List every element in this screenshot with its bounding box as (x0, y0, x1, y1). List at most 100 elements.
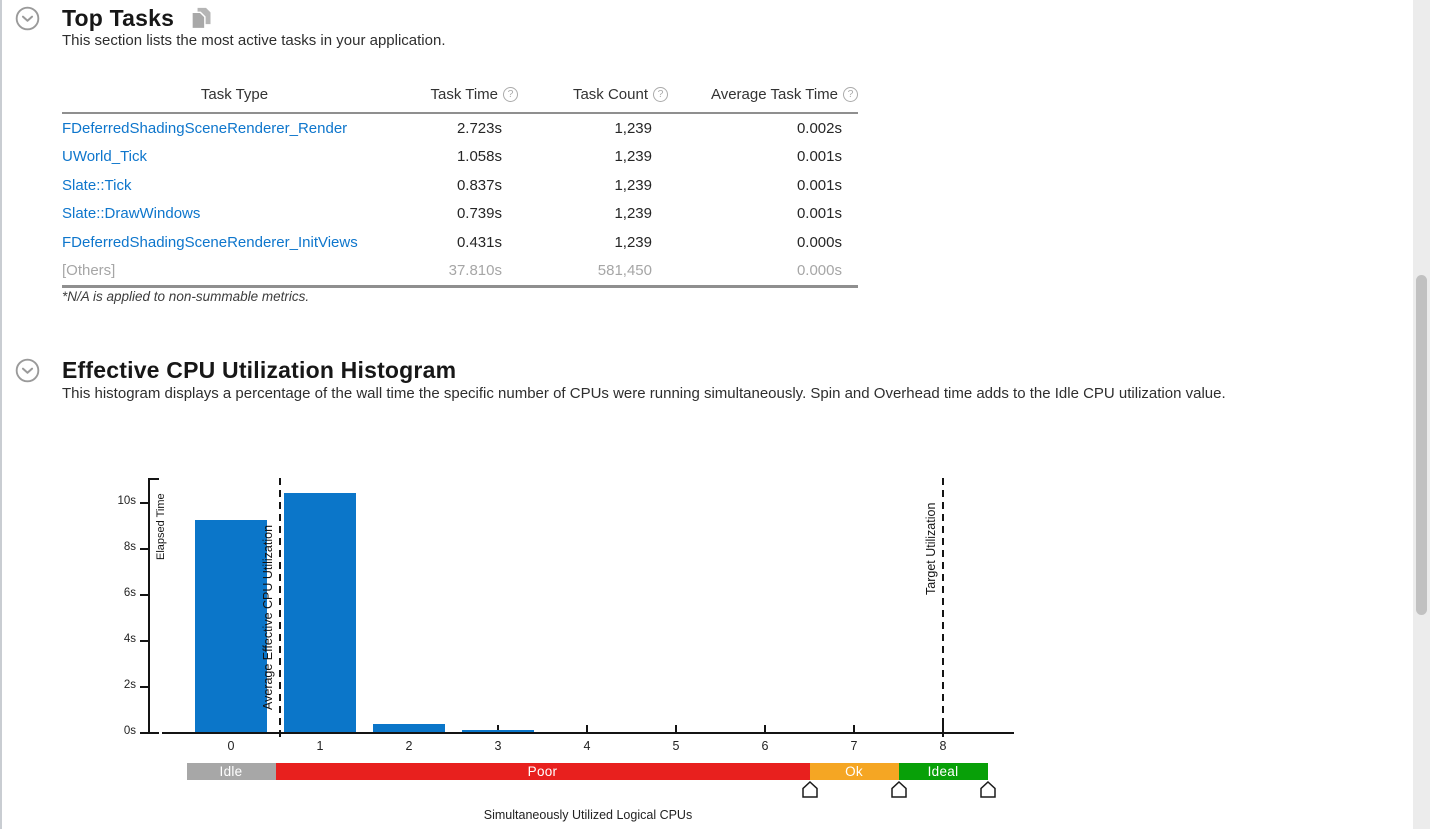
table-row: Slate::Tick 0.837s 1,239 0.001s (62, 171, 858, 200)
section-title: Top Tasks (62, 5, 175, 31)
y-axis-title: Elapsed Time (155, 493, 167, 560)
table-row: FDeferredShadingSceneRenderer_Render 2.7… (62, 113, 858, 143)
utilization-band-ideal: Ideal (898, 763, 988, 780)
task-count-cell: 1,239 (614, 148, 652, 166)
help-icon[interactable]: ? (503, 87, 518, 102)
y-tick (140, 640, 148, 642)
band-slider-handle[interactable] (801, 780, 818, 798)
avg-task-time-cell: 0.000s (796, 262, 842, 280)
band-slider-handle[interactable] (979, 780, 996, 798)
help-icon[interactable]: ? (843, 87, 858, 102)
avg-task-time-cell: 0.001s (796, 176, 842, 194)
section-description: This section lists the most active tasks… (62, 32, 446, 49)
y-tick (140, 594, 148, 596)
task-link[interactable]: FDeferredShadingSceneRenderer_Render (62, 119, 348, 137)
table-row: UWorld_Tick 1.058s 1,239 0.001s (62, 143, 858, 172)
x-tick-label: 6 (761, 739, 769, 753)
y-tick-label: 4s (123, 633, 136, 645)
x-tick (675, 725, 677, 732)
help-icon[interactable]: ? (653, 87, 668, 102)
cpu-utilization-histogram: 0s 2s 4s 6s 8s 10s Elapsed Time 0 1 2 3 4 5 6 7 8 Averag… (102, 460, 1062, 829)
scrollbar-thumb[interactable] (1416, 275, 1427, 615)
task-time-cell: 37.810s (448, 262, 502, 280)
task-time-cell: 0.837s (456, 176, 502, 194)
task-time-cell: 2.723s (456, 119, 502, 137)
avg-task-time-cell: 0.000s (796, 233, 842, 251)
avg-task-time-cell: 0.001s (796, 205, 842, 223)
collapse-section-icon[interactable] (15, 6, 40, 31)
task-time-cell: 0.431s (456, 233, 502, 251)
utilization-band-ok: Ok (809, 763, 899, 780)
x-tick-label: 1 (316, 739, 324, 753)
task-count-cell: 1,239 (614, 205, 652, 223)
table-row: Slate::DrawWindows 0.739s 1,239 0.001s (62, 200, 858, 229)
annotation-label: Target Utilization (924, 502, 938, 595)
table-footnote: *N/A is applied to non-summable metrics. (62, 289, 310, 304)
avg-task-time-cell: 0.002s (796, 119, 842, 137)
utilization-band-poor: Poor (275, 763, 810, 780)
task-link[interactable]: Slate::DrawWindows (62, 205, 201, 223)
x-tick-label: 4 (583, 739, 591, 753)
task-time-cell: 1.058s (456, 148, 502, 166)
section-title: Effective CPU Utilization Histogram (62, 357, 457, 383)
x-tick (764, 725, 766, 732)
annotation-line (942, 478, 944, 737)
y-tick (140, 548, 148, 550)
copy-icon[interactable] (188, 5, 215, 32)
histogram-header: Effective CPU Utilization Histogram (15, 357, 456, 384)
task-count-cell: 1,239 (614, 176, 652, 194)
histogram-bar (373, 724, 445, 732)
top-tasks-header: Top Tasks (15, 5, 215, 32)
scrollbar-track[interactable] (1413, 0, 1430, 829)
others-label: [Others] (62, 262, 116, 280)
histogram-bar (462, 730, 534, 732)
histogram-bar (195, 520, 267, 732)
table-row: FDeferredShadingSceneRenderer_InitViews … (62, 228, 858, 257)
x-axis-line (162, 732, 1014, 734)
x-axis-title: Simultaneously Utilized Logical CPUs (483, 808, 693, 822)
task-count-cell: 1,239 (614, 233, 652, 251)
y-axis-cap-bottom (148, 732, 159, 734)
task-link[interactable]: FDeferredShadingSceneRenderer_InitViews (62, 233, 358, 251)
x-tick-label: 2 (405, 739, 413, 753)
column-header-average-task-time: Average Task Time? (668, 78, 858, 114)
x-tick (853, 725, 855, 732)
section-description: This histogram displays a percentage of … (62, 385, 1226, 402)
y-axis-line (148, 478, 150, 734)
x-tick-label: 3 (494, 739, 502, 753)
task-count-cell: 1,239 (614, 119, 652, 137)
y-tick-label: 2s (123, 679, 136, 691)
avg-task-time-cell: 0.001s (796, 148, 842, 166)
y-tick-label: 6s (123, 587, 136, 599)
column-header-task-type: Task Type (62, 78, 407, 114)
y-axis-cap-top (148, 478, 159, 480)
utilization-band-idle: Idle (186, 763, 276, 780)
histogram-bar (284, 493, 356, 732)
task-count-cell: 581,450 (597, 262, 652, 280)
x-tick-label: 8 (939, 739, 947, 753)
y-tick (140, 502, 148, 504)
x-tick-label: 0 (227, 739, 235, 753)
table-header-row: Task Type Task Time? Task Count? Average… (62, 78, 858, 114)
annotation-label: Average Effective CPU Utilization (260, 524, 275, 710)
y-tick-label: 8s (123, 541, 136, 553)
collapse-section-icon[interactable] (15, 358, 40, 383)
task-link[interactable]: UWorld_Tick (62, 148, 148, 166)
y-tick (140, 732, 148, 734)
y-tick-label: 10s (117, 495, 136, 507)
table-row-others: [Others] 37.810s 581,450 0.000s (62, 257, 858, 287)
column-header-task-count: Task Count? (518, 78, 668, 114)
x-tick (586, 725, 588, 732)
task-link[interactable]: Slate::Tick (62, 176, 132, 194)
x-tick-label: 7 (850, 739, 858, 753)
y-tick (140, 686, 148, 688)
annotation-line (278, 478, 281, 737)
y-tick-label: 0s (123, 725, 136, 737)
task-time-cell: 0.739s (456, 205, 502, 223)
band-slider-handle[interactable] (890, 780, 907, 798)
top-tasks-table: Task Type Task Time? Task Count? Average… (62, 78, 858, 288)
column-header-task-time: Task Time? (407, 78, 518, 114)
x-tick-label: 5 (672, 739, 680, 753)
x-tick (497, 725, 499, 732)
